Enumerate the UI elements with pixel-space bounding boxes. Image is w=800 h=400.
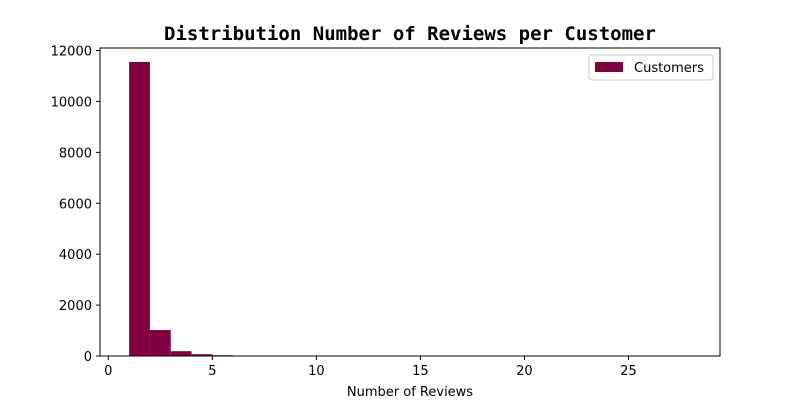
bar <box>149 330 171 356</box>
y-tick-label: 2000 <box>59 299 92 314</box>
x-tick-label: 10 <box>308 364 325 379</box>
y-tick-label: 8000 <box>59 146 92 161</box>
legend: Customers <box>588 54 714 81</box>
x-axis-label: Number of Reviews <box>347 385 473 400</box>
x-tick-label: 0 <box>104 364 112 379</box>
y-axis: 0 2000 4000 6000 8000 10000 12000 <box>51 45 100 365</box>
chart-title: Distribution Number of Reviews per Custo… <box>164 23 656 45</box>
y-tick-label: 10000 <box>51 95 92 110</box>
legend-box <box>588 54 714 81</box>
legend-swatch <box>595 62 623 72</box>
bar <box>191 354 213 356</box>
x-tick-label: 25 <box>620 364 637 379</box>
plot-frame <box>99 47 721 357</box>
x-axis: 0 5 10 15 20 25 <box>104 356 637 379</box>
y-tick-label: 0 <box>84 350 92 365</box>
x-tick-label: 5 <box>208 364 216 379</box>
x-tick-label: 15 <box>412 364 429 379</box>
y-tick-label: 12000 <box>51 45 92 60</box>
bars-group <box>129 62 691 356</box>
bar <box>129 62 150 356</box>
legend-label: Customers <box>634 61 704 76</box>
bar <box>170 351 192 356</box>
y-tick-label: 4000 <box>59 248 92 263</box>
y-tick-label: 6000 <box>59 197 92 212</box>
x-tick-label: 20 <box>516 364 533 379</box>
